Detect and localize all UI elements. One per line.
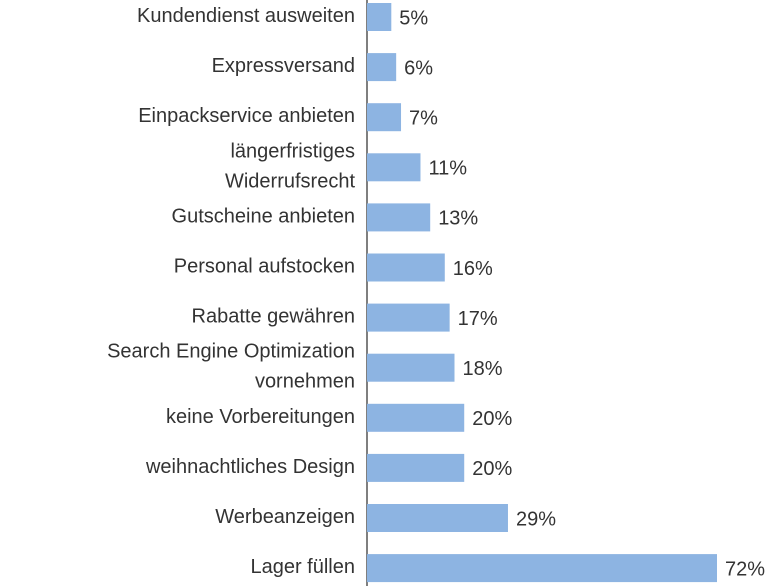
data-label: 17% [458,308,498,330]
category-label: Rabatte gewähren [192,306,355,328]
data-label: 7% [409,107,438,129]
category-label: weihnachtliches Design [145,456,355,478]
data-label: 18% [463,358,503,380]
data-label: 72% [725,558,765,580]
bar [367,554,717,583]
data-label: 20% [472,458,512,480]
bar [367,253,445,282]
category-label: Einpackservice anbieten [138,105,355,127]
bar [367,504,508,532]
data-label: 6% [404,57,433,79]
bar [367,103,402,132]
bar [367,303,450,332]
bar [367,3,392,31]
bar [367,203,431,232]
bar [367,353,455,382]
data-label: 13% [438,208,478,230]
category-label: Kundendienst ausweiten [137,5,355,27]
category-label: Lager füllen [250,556,355,578]
data-label: 5% [399,7,428,29]
category-label: keine Vorbereitungen [166,406,355,428]
bar [367,453,465,482]
data-label: 11% [428,158,467,180]
category-label: Expressversand [212,55,355,77]
data-label: 29% [516,508,556,530]
bar [367,403,465,432]
category-label: Werbeanzeigen [215,506,355,528]
bar [367,153,421,182]
bar [367,53,397,82]
category-label: Personal aufstocken [174,256,355,278]
category-label: Gutscheine anbieten [172,206,355,228]
data-label: 16% [453,258,493,280]
category-label: längerfristiges Widerrufsrecht [225,141,355,193]
category-label: Search Engine Optimization vornehmen [107,341,355,393]
data-label: 20% [472,408,512,430]
